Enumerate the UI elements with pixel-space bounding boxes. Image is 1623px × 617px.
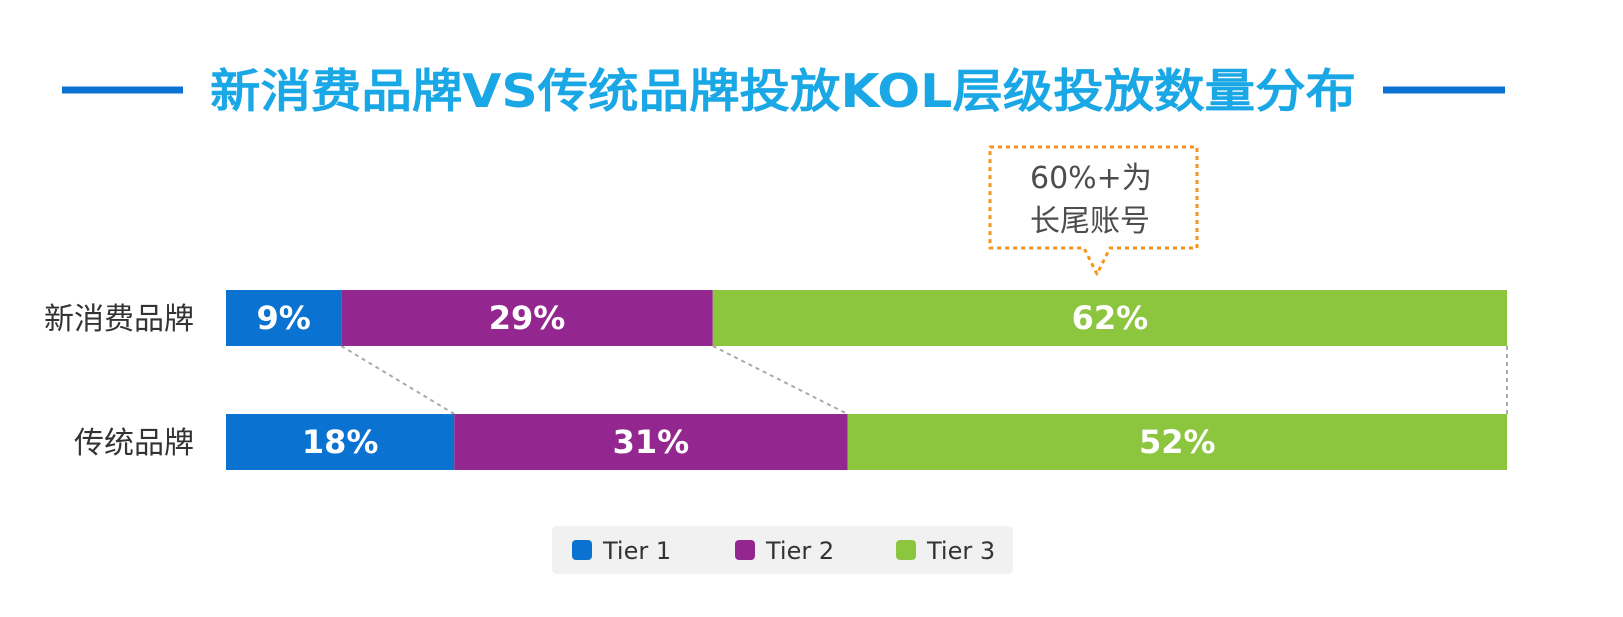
category-label-1: 新消费品牌 [44, 302, 194, 337]
bar-value-labels: 9% 29% 62% 18% 31% 52% [256, 299, 1215, 461]
bar-segment-1-row-2 [226, 414, 455, 470]
bar-segment-1-row-1 [226, 290, 342, 346]
legend-items: Tier 1 Tier 2 Tier 3 [572, 537, 995, 565]
category-label-2: 传统品牌 [74, 426, 194, 461]
chart-title: 新消费品牌VS传统品牌投放KOL层级投放数量分布 [210, 64, 1356, 118]
bar-segments [226, 290, 1507, 470]
bar-segment-3-row-2 [847, 414, 1507, 470]
bar-segment-3-row-1 [712, 290, 1507, 346]
legend-label-1: Tier 1 [602, 537, 671, 565]
annotation-callout: 60%+为 长尾账号 [988, 145, 1199, 276]
annotation-line-1: 60%+为 [1030, 161, 1152, 196]
legend-swatch-1 [572, 540, 592, 560]
connector-2 [712, 345, 848, 415]
legend-swatch-3 [896, 540, 916, 560]
legend-label-2: Tier 2 [765, 537, 834, 565]
legend-label-3: Tier 3 [926, 537, 995, 565]
legend-swatch-2 [735, 540, 755, 560]
legend: Tier 1 Tier 2 Tier 3 [552, 526, 1013, 574]
legend-background [552, 526, 1013, 574]
annotation-box [988, 145, 1199, 276]
segment-connectors [340, 345, 1508, 415]
bar-label-2-row-1: 29% [489, 299, 566, 337]
bar-label-3-row-1: 62% [1072, 299, 1149, 337]
bar-segment-2-row-2 [454, 414, 848, 470]
bar-label-2-row-2: 31% [613, 423, 690, 461]
bar-label-3-row-2: 52% [1139, 423, 1216, 461]
bar-label-1-row-1: 9% [256, 299, 310, 337]
annotation-line-2: 长尾账号 [1030, 204, 1150, 239]
connector-1 [340, 345, 455, 415]
bar-segment-2-row-1 [341, 290, 713, 346]
bar-label-1-row-2: 18% [302, 423, 379, 461]
